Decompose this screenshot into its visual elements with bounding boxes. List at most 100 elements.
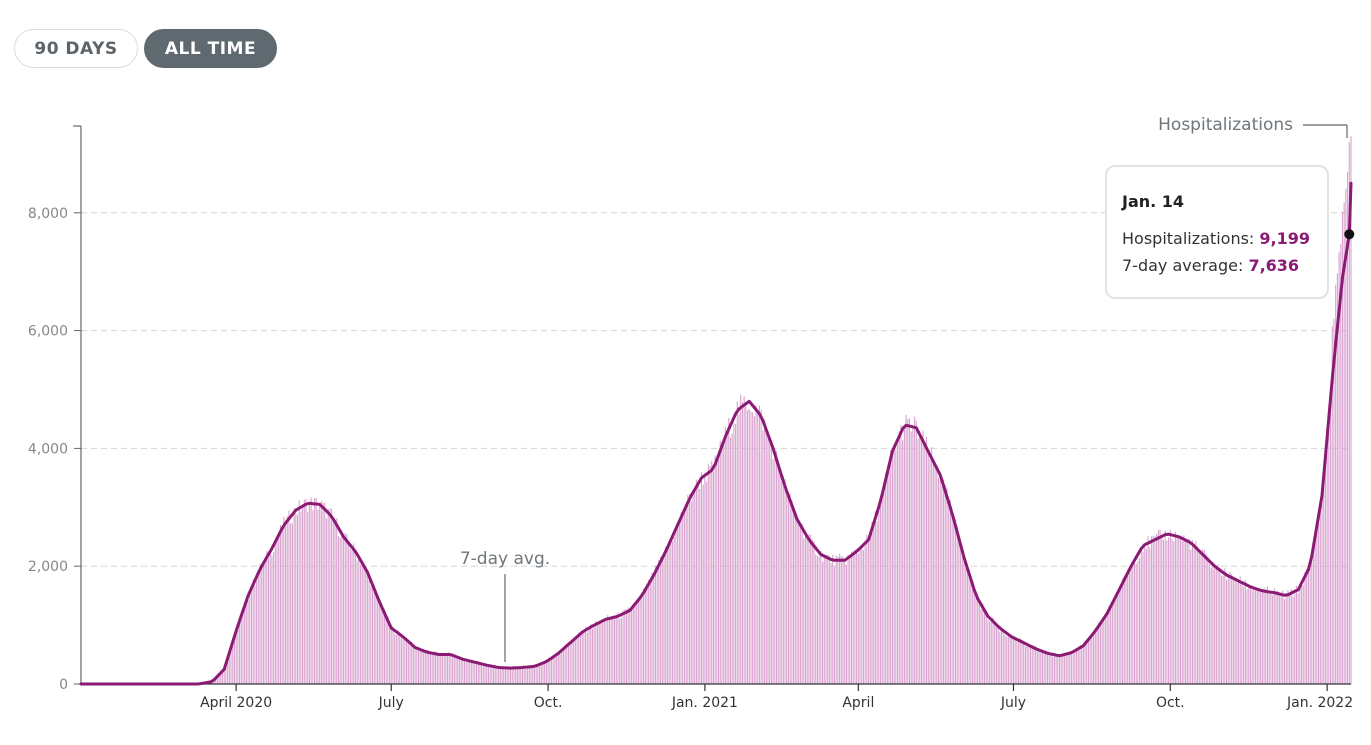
bar <box>1212 562 1214 684</box>
bar <box>1174 531 1176 684</box>
bar <box>975 597 977 684</box>
bar <box>1246 589 1248 684</box>
bar <box>943 479 945 684</box>
bar <box>344 532 346 684</box>
bar <box>953 519 955 684</box>
bar <box>356 560 358 684</box>
tooltip-hosp-value: 9,199 <box>1259 229 1310 248</box>
bar <box>866 534 868 684</box>
bar <box>227 658 229 684</box>
bar <box>591 628 593 684</box>
range-90-days-button[interactable]: 90 DAYS <box>14 29 138 68</box>
bar <box>240 613 242 684</box>
x-tick-label: Oct. <box>534 695 563 711</box>
bar <box>665 546 667 684</box>
bar <box>1142 551 1144 684</box>
bar <box>1091 633 1093 684</box>
bar <box>556 655 558 684</box>
bar <box>970 580 972 684</box>
bar <box>827 554 829 684</box>
bar <box>746 410 749 684</box>
bar <box>905 414 907 684</box>
bar <box>1077 649 1079 684</box>
bar <box>721 447 723 684</box>
bar <box>1185 540 1187 684</box>
bar <box>1290 589 1292 684</box>
bar <box>1084 640 1086 684</box>
bar <box>288 510 290 684</box>
bar <box>1191 540 1194 684</box>
bar <box>617 612 619 684</box>
bar <box>279 525 282 684</box>
bar <box>711 460 713 684</box>
bar <box>513 666 515 684</box>
bar <box>908 418 911 684</box>
bar <box>1053 652 1055 684</box>
bar <box>1166 540 1168 684</box>
bar <box>631 609 633 684</box>
bar <box>1326 435 1328 684</box>
x-tick-label: Jan. 2022 <box>1286 695 1353 711</box>
bar <box>1249 587 1251 684</box>
bar <box>293 508 295 684</box>
bar <box>994 623 996 684</box>
bar <box>642 588 645 684</box>
tooltip-avg-value: 7,636 <box>1248 256 1300 275</box>
seven-day-average-line <box>79 181 1353 686</box>
bar <box>895 449 897 684</box>
bar <box>518 668 520 684</box>
bar <box>1314 540 1316 684</box>
bar <box>1231 574 1233 684</box>
bar-series <box>82 136 1352 685</box>
bar <box>537 664 539 684</box>
bar <box>764 419 766 684</box>
bar <box>383 608 385 684</box>
bar <box>663 557 665 684</box>
bar <box>1347 172 1349 684</box>
bar <box>532 666 534 684</box>
bar <box>213 680 215 684</box>
bar <box>595 621 597 684</box>
bar <box>285 526 287 684</box>
bar <box>1002 631 1004 684</box>
bar <box>712 471 714 684</box>
bar <box>757 410 759 684</box>
bar <box>842 556 844 684</box>
bar <box>777 466 779 684</box>
bar <box>915 420 917 684</box>
bar <box>661 555 663 684</box>
bar <box>271 555 273 684</box>
bar <box>1079 645 1081 684</box>
bar <box>370 586 372 684</box>
annotations: Hospitalizations 7-day avg. <box>460 115 1348 662</box>
bar <box>215 679 217 684</box>
bar <box>1000 630 1003 684</box>
bar <box>966 568 968 684</box>
bar <box>873 526 875 684</box>
bar <box>1128 569 1130 684</box>
range-all-time-button[interactable]: ALL TIME <box>144 29 277 68</box>
bar <box>516 666 518 684</box>
bar <box>1011 637 1013 684</box>
bar <box>1176 537 1178 684</box>
bar <box>223 670 225 684</box>
bar <box>902 440 904 684</box>
bar <box>990 618 992 684</box>
bar <box>1096 626 1098 684</box>
bar <box>448 652 450 684</box>
bar <box>1295 585 1298 684</box>
bar <box>1195 541 1197 684</box>
bar <box>1237 580 1240 684</box>
bar <box>535 666 537 684</box>
bar <box>859 546 861 684</box>
bar <box>1029 646 1032 684</box>
bar <box>1052 656 1054 684</box>
bar <box>566 643 568 684</box>
bar <box>598 622 600 684</box>
bar <box>890 450 892 684</box>
bar <box>1122 578 1124 684</box>
bar <box>520 668 522 684</box>
bar <box>286 516 288 684</box>
bar <box>579 632 582 684</box>
bar <box>852 551 854 684</box>
